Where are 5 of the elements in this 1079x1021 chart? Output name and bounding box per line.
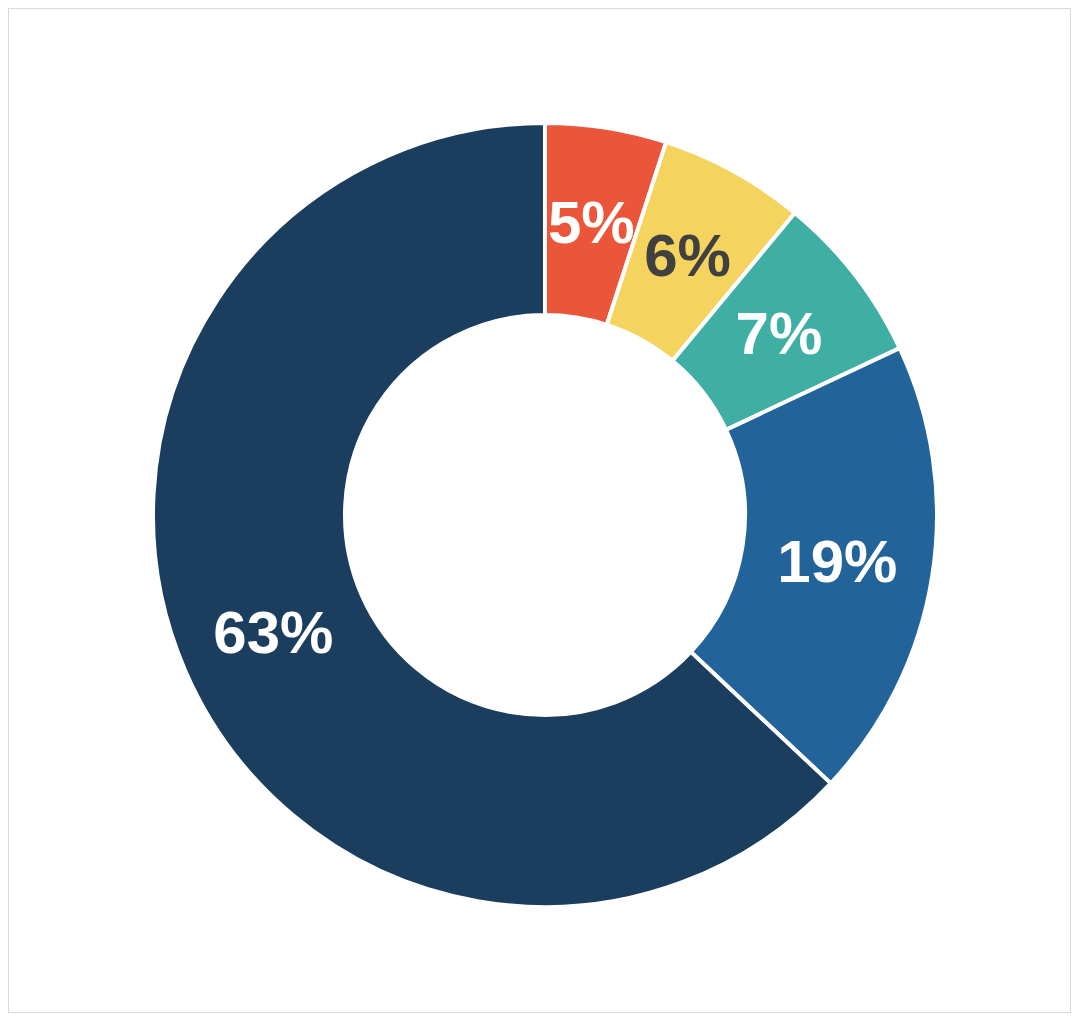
data-label: 19%	[777, 527, 898, 595]
data-label: 5%	[547, 189, 635, 257]
data-label: 7%	[735, 300, 823, 368]
data-label: 6%	[644, 222, 731, 290]
data-label: 63%	[213, 599, 334, 667]
